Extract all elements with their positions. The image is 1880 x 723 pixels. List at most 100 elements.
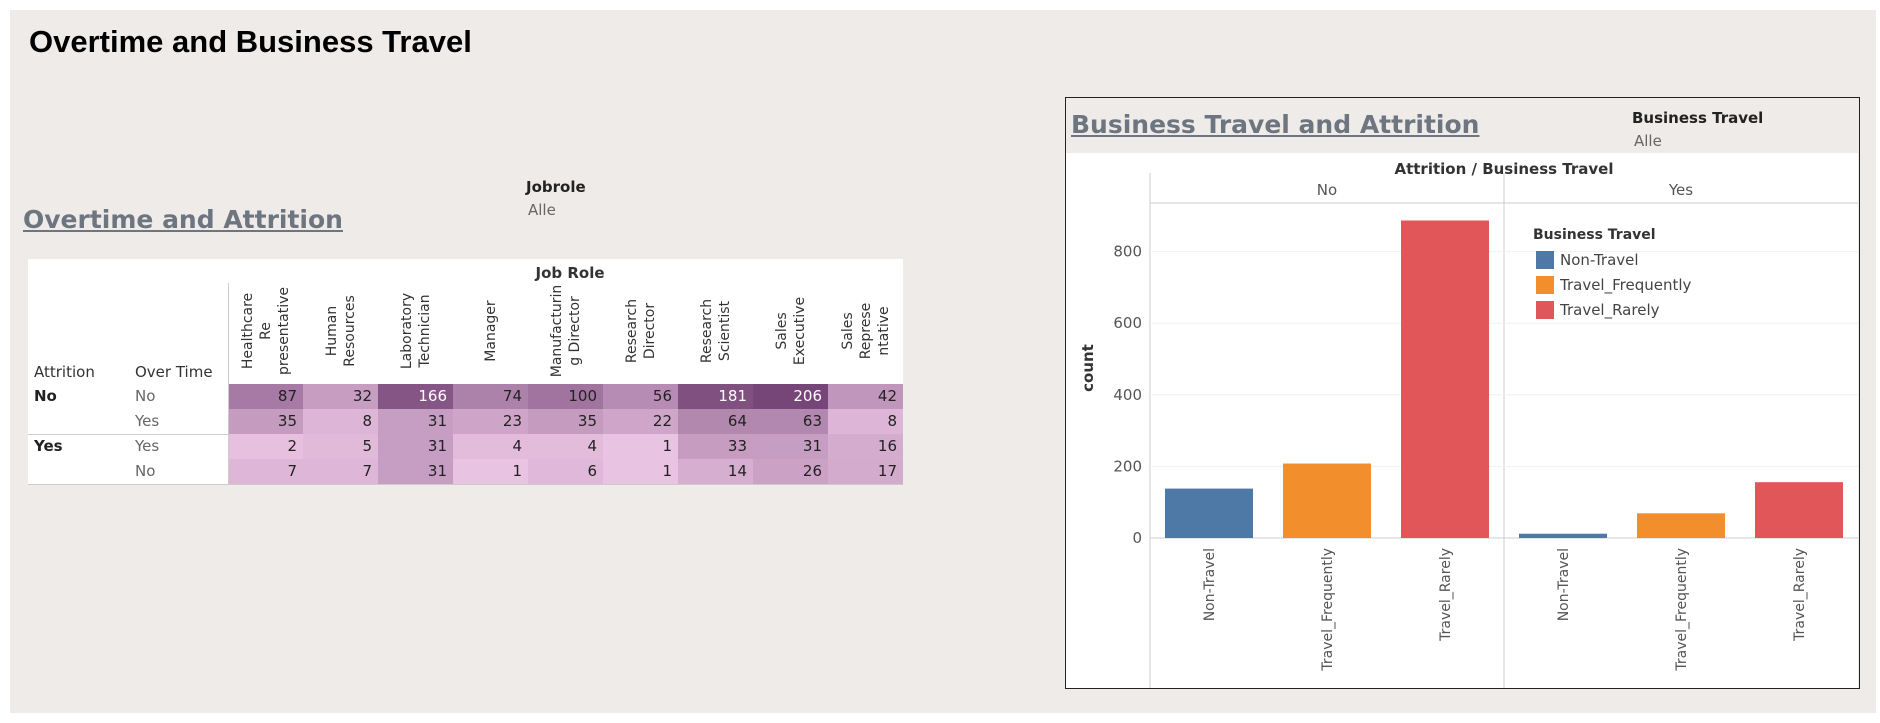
attrition-header: Attrition <box>34 363 95 381</box>
table-cell[interactable]: 31 <box>753 434 828 459</box>
y-tick-label: 800 <box>1113 243 1142 261</box>
column-header: Healthcare Re presentative <box>228 283 304 378</box>
table-cell[interactable]: 1 <box>603 459 678 484</box>
table-cell[interactable]: 206 <box>753 384 828 409</box>
table-cell[interactable]: 16 <box>828 434 903 459</box>
overtime-row-label: Yes <box>135 412 160 430</box>
x-tick-label: Travel_Frequently <box>1674 548 1690 672</box>
table-cell[interactable]: 2 <box>228 434 303 459</box>
table-cell[interactable]: 6 <box>528 459 603 484</box>
jobrole-filter-label: Jobrole <box>526 178 586 196</box>
business-travel-filter-label: Business Travel <box>1632 109 1764 127</box>
table-cell[interactable]: 7 <box>228 459 303 484</box>
y-axis-label: count <box>1079 344 1097 392</box>
attrition-row-label: No <box>34 387 57 405</box>
x-tick-label: Travel_Frequently <box>1320 548 1336 672</box>
legend-item: Non-Travel <box>1560 251 1639 269</box>
table-cell[interactable]: 8 <box>828 409 903 434</box>
column-header-label: Sales Executive <box>774 296 808 365</box>
business-travel-filter-value[interactable]: Alle <box>1634 132 1662 150</box>
x-tick-label: Non-Travel <box>1202 548 1218 621</box>
table-cell[interactable]: 8 <box>303 409 378 434</box>
overtime-heat-table: Job Role Attrition Over Time Healthcare Re … <box>28 259 904 485</box>
column-divider <box>228 283 229 484</box>
table-cell[interactable]: 5 <box>303 434 378 459</box>
table-cell[interactable]: 17 <box>828 459 903 484</box>
table-cell[interactable]: 35 <box>528 409 603 434</box>
legend-swatch <box>1536 276 1554 294</box>
y-tick-label: 0 <box>1132 529 1142 547</box>
column-header-label: Human Resources <box>324 294 358 367</box>
x-tick-label: Travel_Rarely <box>1792 548 1808 642</box>
dashboard: Overtime and Business Travel Overtime an… <box>10 10 1876 713</box>
y-tick-label: 600 <box>1113 314 1142 332</box>
overtime-row-label: Yes <box>135 437 160 455</box>
table-cell[interactable]: 4 <box>528 434 603 459</box>
column-header: Research Scientist <box>678 283 754 378</box>
attrition-row-label: Yes <box>34 437 63 455</box>
y-tick-label: 400 <box>1113 386 1142 404</box>
column-header-label: Research Director <box>624 298 658 363</box>
jobrole-filter-value[interactable]: Alle <box>528 201 556 219</box>
table-cell[interactable]: 23 <box>453 409 528 434</box>
column-header-label: Sales Represe ntative <box>840 302 892 359</box>
table-cell[interactable]: 22 <box>603 409 678 434</box>
bar-chart: Attrition / Business Travel No Yes 0 200 400 6… <box>1079 160 1858 688</box>
table-cell[interactable]: 87 <box>228 384 303 409</box>
bar-travel_rarely <box>1755 482 1843 538</box>
pane-header: Yes <box>1668 181 1693 199</box>
table-bottom-border <box>28 484 903 485</box>
bar-non-travel <box>1519 533 1607 538</box>
column-header: Human Resources <box>303 283 379 378</box>
table-cell[interactable]: 14 <box>678 459 753 484</box>
column-header-label: Manufacturin g Director <box>549 284 583 377</box>
table-cell[interactable]: 31 <box>378 409 453 434</box>
column-header: Research Director <box>603 283 679 378</box>
legend-item: Travel_Rarely <box>1559 301 1660 320</box>
column-header: Laboratory Technician <box>378 283 454 378</box>
bar-travel_frequently <box>1283 463 1371 538</box>
table-cell[interactable]: 32 <box>303 384 378 409</box>
x-tick-label: Non-Travel <box>1556 548 1572 621</box>
bar-chart-area: Attrition / Business Travel No Yes 0 200 400 6… <box>1066 153 1858 688</box>
table-cell[interactable]: 166 <box>378 384 453 409</box>
column-header: Sales Executive <box>753 283 829 378</box>
overtime-row-label: No <box>135 387 156 405</box>
job-role-header: Job Role <box>535 264 605 282</box>
business-travel-panel: Business Travel and Attrition Business T… <box>1065 97 1860 689</box>
table-cell[interactable]: 1 <box>603 434 678 459</box>
table-cell[interactable]: 42 <box>828 384 903 409</box>
overtime-row-label: No <box>135 462 156 480</box>
legend-swatch <box>1536 301 1554 319</box>
table-cell[interactable]: 64 <box>678 409 753 434</box>
table-cell[interactable]: 100 <box>528 384 603 409</box>
table-cell[interactable]: 35 <box>228 409 303 434</box>
row-group-divider <box>28 434 228 435</box>
pane-header: No <box>1317 181 1337 199</box>
overtime-header: Over Time <box>135 363 213 381</box>
dashboard-title: Overtime and Business Travel <box>29 24 472 59</box>
sheet-title-overtime[interactable]: Overtime and Attrition <box>23 205 343 234</box>
table-cell[interactable]: 7 <box>303 459 378 484</box>
column-header-label: Manager <box>483 299 499 362</box>
table-cell[interactable]: 181 <box>678 384 753 409</box>
legend-item: Travel_Frequently <box>1559 276 1692 295</box>
table-cell[interactable]: 1 <box>453 459 528 484</box>
bar-travel_rarely <box>1401 220 1489 538</box>
table-cell[interactable]: 63 <box>753 409 828 434</box>
table-cell[interactable]: 74 <box>453 384 528 409</box>
table-cell[interactable]: 33 <box>678 434 753 459</box>
table-cell[interactable]: 31 <box>378 459 453 484</box>
table-cell[interactable]: 31 <box>378 434 453 459</box>
table-cell[interactable]: 26 <box>753 459 828 484</box>
table-cell[interactable]: 56 <box>603 384 678 409</box>
column-header: Manufacturin g Director <box>528 283 604 378</box>
table-cell[interactable]: 4 <box>453 434 528 459</box>
legend-swatch <box>1536 251 1554 269</box>
column-header-label: Research Scientist <box>699 298 733 363</box>
sheet-title-business-travel[interactable]: Business Travel and Attrition <box>1071 110 1480 139</box>
x-tick-label: Travel_Rarely <box>1438 548 1454 642</box>
column-header: Sales Represe ntative <box>828 283 904 378</box>
column-header-label: Laboratory Technician <box>399 292 433 369</box>
bar-travel_frequently <box>1637 513 1725 538</box>
